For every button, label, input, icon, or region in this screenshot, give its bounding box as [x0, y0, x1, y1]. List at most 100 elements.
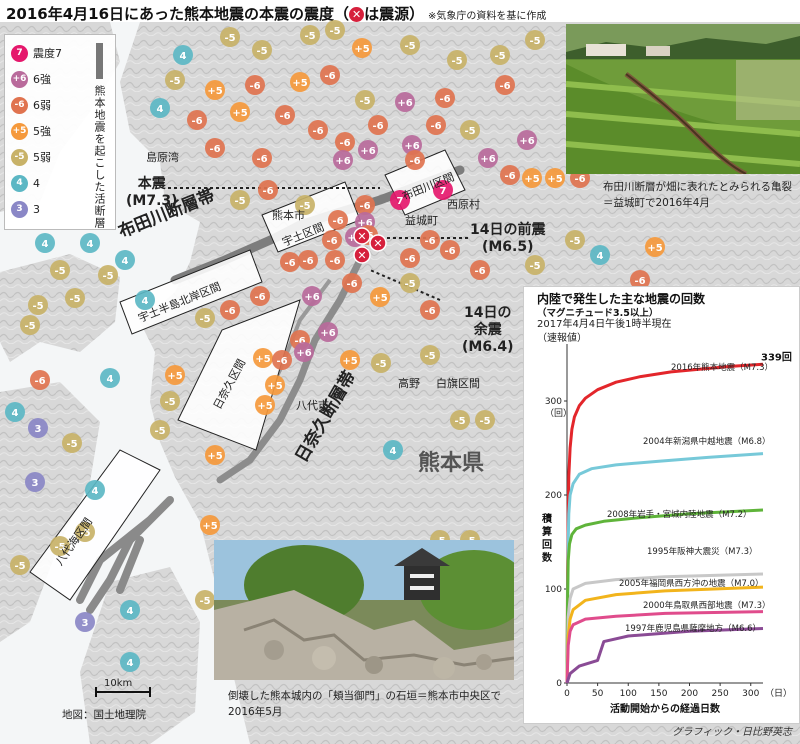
svg-text:-5: -5 [494, 51, 505, 62]
legend-item: 7 震度7 [11, 43, 62, 63]
intensity-marker: -5 [400, 273, 420, 293]
intensity-marker: -6 [245, 75, 265, 95]
intensity-marker: -6 [220, 300, 240, 320]
svg-text:-6: -6 [329, 256, 340, 267]
intensity-marker: 4 [80, 233, 100, 253]
graphic-credit: グラフィック・日比野英志 [672, 727, 792, 738]
svg-text:4: 4 [127, 606, 134, 617]
label-shirahata-section: 白旗区間 [436, 377, 480, 390]
intensity-marker: 4 [120, 600, 140, 620]
svg-text:+6: +6 [320, 328, 335, 339]
intensity-marker: -5 [195, 590, 215, 610]
intensity-marker: -6 [320, 65, 340, 85]
svg-text:-6: -6 [346, 279, 357, 290]
svg-text:-5: -5 [69, 294, 80, 305]
svg-text:-5: -5 [424, 351, 435, 362]
intensity-marker: 4 [135, 290, 155, 310]
intensity-marker: 7 [433, 180, 453, 200]
legend-intensity-icon: 3 [11, 200, 28, 218]
svg-text:-6: -6 [359, 201, 370, 212]
epicenter-icon: ✕ [353, 227, 371, 245]
svg-text:7: 7 [440, 186, 447, 197]
intensity-marker: +6 [302, 286, 322, 306]
legend-intensity-icon: -6 [11, 96, 28, 114]
svg-text:-5: -5 [454, 416, 465, 427]
intensity-marker: -6 [440, 240, 460, 260]
svg-text:+5: +5 [372, 293, 387, 304]
svg-text:-6: -6 [574, 174, 585, 185]
intensity-marker: -6 [322, 230, 342, 250]
legend-intensity-icon: 7 [11, 44, 28, 62]
legend-intensity-icon: +6 [11, 70, 28, 88]
svg-text:-5: -5 [199, 596, 210, 607]
svg-text:+5: +5 [354, 44, 369, 55]
intensity-marker: +5 [230, 102, 250, 122]
svg-text:+5: +5 [232, 108, 247, 119]
intensity-marker: -5 [98, 265, 118, 285]
svg-text:-5: -5 [451, 56, 462, 67]
intensity-marker: +6 [358, 140, 378, 160]
chart-series-label: 2000年鳥取県西部地震（M7.3） [643, 600, 771, 611]
svg-text:-6: -6 [262, 186, 273, 197]
intensity-marker: +5 [205, 80, 225, 100]
svg-text:-6: -6 [424, 236, 435, 247]
chart-end-label: 339回 [761, 351, 792, 363]
intensity-marker: -5 [300, 25, 320, 45]
mainshock-label: 本震 [137, 176, 166, 192]
intensity-marker: -5 [50, 260, 70, 280]
intensity-marker: -5 [28, 295, 48, 315]
intensity-marker: -6 [272, 350, 292, 370]
svg-text:-6: -6 [249, 81, 260, 92]
chart-x-tick-label: 300 [742, 689, 759, 699]
svg-text:-5: -5 [479, 416, 490, 427]
intensity-marker: -6 [325, 250, 345, 270]
svg-text:-6: -6 [439, 94, 450, 105]
intensity-marker: 3 [28, 418, 48, 438]
svg-text:-5: -5 [569, 236, 580, 247]
intensity-marker: -5 [50, 536, 70, 556]
intensity-marker: -6 [187, 110, 207, 130]
svg-text:-5: -5 [54, 266, 65, 277]
intensity-marker: +5 [205, 445, 225, 465]
svg-text:-6: -6 [209, 144, 220, 155]
intensity-marker: 4 [115, 250, 135, 270]
intensity-marker: 4 [383, 440, 403, 460]
svg-text:-6: -6 [312, 126, 323, 137]
epicenter-icon: ✕ [353, 246, 371, 264]
chart-y-tick-label: 100 [545, 585, 562, 595]
intensity-marker: -6 [308, 120, 328, 140]
svg-text:4: 4 [42, 239, 49, 250]
intensity-marker: -5 [252, 40, 272, 60]
hinagu-fault-line [216, 246, 369, 484]
intensity-marker: 4 [120, 652, 140, 672]
svg-text:+5: +5 [167, 371, 182, 382]
svg-text:-6: -6 [332, 216, 343, 227]
page-title: 2016年4月16日にあった熊本地震の本震の震度（ ✕ は震源） [6, 3, 424, 24]
label-mashiki: 益城町 [405, 214, 438, 227]
svg-text:-6: -6 [424, 306, 435, 317]
svg-text:-6: -6 [326, 236, 337, 247]
svg-text:4: 4 [390, 446, 397, 457]
svg-text:-6: -6 [191, 116, 202, 127]
svg-text:-6: -6 [339, 138, 350, 149]
foreshock-callout: 14日の前震 (M6.5) [470, 222, 545, 256]
title-main: 2016年4月16日にあった熊本地震の本震の震度（ [6, 5, 350, 23]
svg-text:✕: ✕ [373, 237, 382, 250]
svg-text:-5: -5 [304, 31, 315, 42]
fault-legend-label: 熊本地震を起こした活断層 [93, 85, 106, 229]
intensity-marker: -6 [500, 165, 520, 185]
photo-castle-wall-caption: 倒壊した熊本城内の「頬当御門」の石垣＝熊本市中央区で2016年5月 [228, 690, 501, 718]
intensity-marker: -6 [252, 148, 272, 168]
label-nishihara: 西原村 [447, 198, 480, 211]
svg-text:-6: -6 [294, 336, 305, 347]
svg-text:4: 4 [127, 658, 134, 669]
intensity-marker: +5 [352, 38, 372, 58]
title-end: は震源） [364, 5, 425, 23]
svg-text:-6: -6 [372, 121, 383, 132]
intensity-marker: -6 [420, 300, 440, 320]
chart-series-label: 2008年岩手・宮城内陸地震（M7.2） [607, 509, 752, 520]
intensity-marker: -5 [195, 308, 215, 328]
intensity-marker: +5 [265, 375, 285, 395]
